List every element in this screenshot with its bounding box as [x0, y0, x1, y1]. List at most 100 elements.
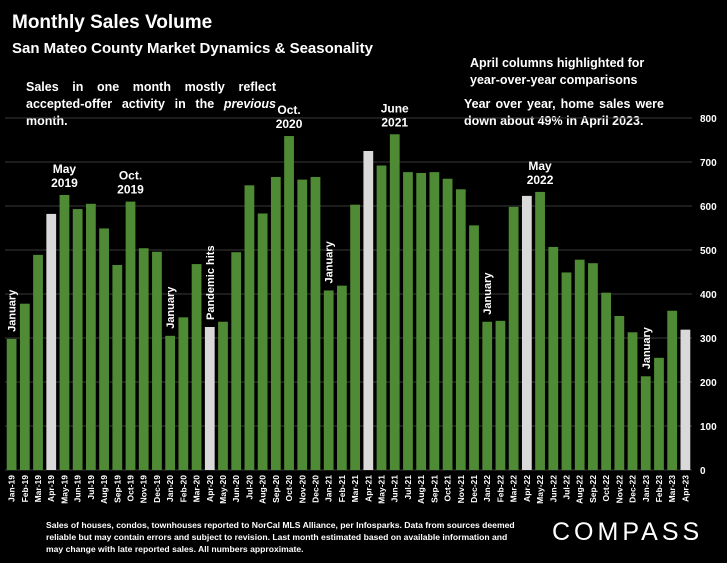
x-tick-label: Mar-22: [509, 475, 519, 503]
x-tick-label: Mar-20: [192, 475, 202, 503]
x-tick-label: Nov-21: [456, 475, 466, 504]
x-tick-label: Mar-19: [33, 475, 43, 503]
bar: [548, 246, 559, 470]
y-tick-label: 200: [700, 378, 717, 389]
x-tick-label: Sep-21: [429, 475, 439, 503]
compass-logo: COMPASS: [552, 518, 704, 546]
y-tick-label: 100: [700, 422, 717, 433]
x-tick-label: Jun-19: [73, 475, 83, 503]
bar: [601, 292, 612, 470]
bar: [257, 213, 268, 471]
bar: [350, 204, 360, 470]
x-tick-label: May-20: [218, 475, 228, 504]
x-tick-label: Jun-20: [231, 475, 241, 503]
bar: [535, 191, 545, 471]
bar: [667, 310, 678, 470]
y-tick-label: 400: [700, 290, 717, 301]
x-tick-label: Jan-22: [482, 475, 492, 502]
annotation-label: 2019: [51, 176, 78, 190]
x-tick-label: Feb-20: [178, 475, 188, 503]
bar: [640, 376, 651, 470]
bar: [19, 303, 30, 470]
x-tick-label: Sep-22: [588, 475, 598, 503]
x-tick-label: Jun-21: [390, 475, 400, 503]
bar: [112, 264, 123, 470]
annotation-label: 2019: [117, 183, 144, 197]
x-tick-label: Feb-23: [654, 475, 664, 503]
bar: [33, 254, 43, 470]
bar-highlight: [680, 329, 691, 470]
x-tick-label: Dec-19: [152, 475, 162, 503]
x-tick-label: Oct-21: [443, 475, 453, 502]
x-tick-label: Aug-21: [416, 475, 426, 504]
annotation-label: January: [641, 326, 653, 369]
x-tick-label: Aug-20: [258, 475, 268, 504]
y-axis-tick-labels: 0 100 200 300 400 500 600 700 800: [700, 114, 717, 477]
y-tick-label: 700: [700, 158, 717, 169]
bar: [508, 206, 519, 470]
x-tick-label: Jul-19: [86, 475, 96, 500]
y-tick-label: 0: [700, 466, 706, 477]
x-tick-label: Nov-20: [297, 475, 307, 504]
x-tick-label: Dec-20: [310, 475, 320, 503]
x-tick-label: Sep-19: [112, 475, 122, 503]
bar: [495, 320, 506, 470]
x-tick-label: Apr-22: [522, 475, 532, 502]
x-tick-label: Jul-21: [403, 475, 413, 500]
x-tick-label: Oct-22: [601, 475, 611, 502]
bar: [574, 259, 585, 470]
x-tick-label: Dec-22: [628, 475, 638, 503]
bar: [627, 332, 638, 470]
bar: [482, 321, 493, 470]
bar: [125, 201, 136, 470]
bar: [152, 251, 162, 470]
x-tick-label: Apr-20: [205, 475, 215, 502]
source-footnote: Sales of houses, condos, townhouses repo…: [46, 520, 515, 554]
x-tick-label: Aug-22: [575, 475, 585, 504]
x-tick-label: Nov-19: [139, 475, 149, 504]
y-tick-label: 300: [700, 334, 717, 345]
x-tick-label: Jan-19: [7, 475, 17, 502]
y-tick-label: 600: [700, 202, 717, 213]
x-tick-label: Sep-20: [271, 475, 281, 503]
x-tick-label: Dec-21: [469, 475, 479, 503]
bar: [469, 225, 479, 470]
bar: [231, 252, 242, 470]
bar: [6, 338, 17, 470]
x-tick-label: Mar-21: [350, 475, 360, 503]
annotation-label: May: [528, 159, 552, 173]
bar: [165, 335, 176, 470]
x-tick-label: Mar-23: [667, 475, 677, 503]
x-tick-label: May-19: [59, 475, 69, 504]
bar-highlight: [521, 195, 532, 470]
x-tick-label: Jun-22: [548, 475, 558, 503]
x-tick-label: Feb-22: [495, 475, 505, 503]
bar: [389, 134, 400, 470]
bar: [561, 272, 572, 470]
y-tick-label: 500: [700, 246, 717, 257]
x-axis-tick-labels: Jan-19 Feb-19 Mar-19 Apr-19 May-19 Jun-19 Jul-…: [7, 475, 691, 504]
annotation-label: Pandemic hits: [205, 245, 217, 320]
bar-highlight: [204, 327, 215, 470]
note-left-pre: Sales in one month mostly reflect accept…: [26, 80, 276, 111]
bar: [59, 195, 70, 470]
bar-highlight: [46, 213, 57, 471]
y-tick-label: 800: [700, 114, 717, 125]
annotation-label: January: [165, 286, 177, 329]
bar: [323, 290, 334, 470]
bar: [218, 321, 228, 470]
x-tick-label: Apr-19: [46, 475, 56, 502]
annotation-label: June: [381, 101, 409, 115]
annotation-label: January: [7, 289, 19, 332]
chart-subtitle: San Mateo County Market Dynamics & Seaso…: [12, 40, 373, 57]
x-tick-label: Jan-20: [165, 475, 175, 502]
x-tick-label: Feb-19: [20, 475, 30, 503]
bar: [455, 189, 466, 470]
bar: [244, 185, 255, 470]
annotation-label: January: [324, 240, 336, 283]
x-tick-label: May-21: [377, 475, 387, 504]
bar: [138, 248, 149, 470]
